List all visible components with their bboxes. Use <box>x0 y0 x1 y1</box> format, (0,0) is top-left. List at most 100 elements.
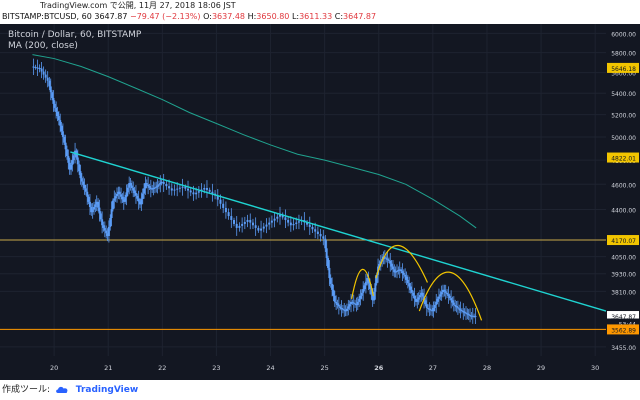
time-axis[interactable] <box>0 356 640 380</box>
candle-body <box>49 86 52 93</box>
resistance-tag-bg <box>607 235 639 246</box>
low-value: 3611.33 <box>299 12 333 21</box>
candle-body <box>141 193 144 200</box>
price-tag-bg <box>607 62 639 73</box>
candle-body <box>118 191 121 195</box>
candle-body <box>65 149 68 157</box>
candle-body <box>55 107 58 112</box>
price-tick-label: 5200.00 <box>611 113 636 120</box>
candle-body <box>370 289 373 295</box>
trend-line[interactable] <box>70 151 607 312</box>
candle-body <box>122 199 125 202</box>
candle-body <box>71 160 74 165</box>
candle-body <box>396 270 399 272</box>
candle-body <box>124 197 127 202</box>
candle-body <box>178 187 181 189</box>
candle-body <box>235 223 238 228</box>
candle-body <box>360 292 363 296</box>
candle-body <box>216 195 219 200</box>
candle-body <box>72 155 75 161</box>
tradingview-brand[interactable]: TradingView <box>75 385 139 395</box>
candle-body <box>147 184 150 187</box>
left-shoulder-curve <box>351 268 374 299</box>
candle-body <box>446 292 449 295</box>
candle-body <box>431 310 434 312</box>
price-chart[interactable]: 6000.00 5800.00 5600.00 5400.00 5200.00 5000.… <box>0 24 640 380</box>
candle-body <box>95 201 98 205</box>
candle-body <box>93 206 96 210</box>
candle-body <box>331 283 334 290</box>
candle-body <box>130 185 133 189</box>
candle-body <box>230 216 233 220</box>
candle-body <box>387 259 390 261</box>
candle-body <box>208 189 211 192</box>
candle-body <box>420 292 423 296</box>
candle-body <box>319 233 322 237</box>
candle-body <box>363 285 366 290</box>
candle-body <box>32 66 35 68</box>
candle-body <box>99 213 102 220</box>
candle-body <box>53 103 56 108</box>
candle-body <box>316 231 319 234</box>
candle-body <box>336 303 339 305</box>
price-tick-label: 3930.00 <box>611 272 636 279</box>
candle-body <box>42 71 45 75</box>
candle-body <box>409 286 412 290</box>
price-tick-label: 3455.00 <box>611 345 636 352</box>
candle-body <box>287 219 290 223</box>
candle-body <box>111 200 114 210</box>
price-tag-bg <box>607 318 639 329</box>
candle-body <box>110 209 113 219</box>
candle-body <box>374 283 377 292</box>
candle-body <box>332 289 335 296</box>
candle-body <box>437 296 440 299</box>
price-tick-label: 4050.00 <box>611 255 636 262</box>
candle-body <box>126 187 129 193</box>
price-axis[interactable] <box>606 24 640 356</box>
candle-body <box>447 294 450 296</box>
candle-body <box>314 229 317 232</box>
candle-body <box>241 223 244 226</box>
candle-body <box>64 142 67 150</box>
symbol-name[interactable]: BITSTAMP:BTCUSD, 60 <box>2 12 92 21</box>
candle-body <box>78 164 81 172</box>
price-candles <box>32 58 477 325</box>
candle-body <box>398 269 401 271</box>
chart-area[interactable]: 6000.00 5800.00 5600.00 5400.00 5200.00 5000.… <box>0 24 640 380</box>
candle-body <box>459 309 462 311</box>
candle-body <box>103 227 106 231</box>
time-tick-label: 20 <box>50 364 58 372</box>
candle-body <box>82 181 85 185</box>
candle-body <box>412 292 415 296</box>
price-tick-label: 5400.00 <box>611 91 636 98</box>
candle-body <box>149 187 152 190</box>
candle-body <box>134 193 137 196</box>
head-and-shoulders-pattern[interactable] <box>351 245 483 321</box>
candle-body <box>325 248 328 259</box>
candle-body <box>458 308 461 310</box>
candle-body <box>470 315 473 317</box>
price-tick-label: 5000.00 <box>611 135 636 142</box>
chart-title: Bitcoin / Dollar, 60, BITSTAMP <box>8 30 142 40</box>
candle-body <box>289 222 292 226</box>
candle-body <box>205 188 208 190</box>
candle-body <box>297 221 300 223</box>
candle-body <box>435 301 438 305</box>
candle-body <box>273 218 276 221</box>
candle-body <box>238 225 241 228</box>
candle-body <box>88 201 91 207</box>
time-tick-label: 25 <box>321 364 329 372</box>
candle-body <box>383 256 386 258</box>
candle-body <box>168 186 171 189</box>
candle-body <box>378 264 381 267</box>
candle-body <box>102 225 105 228</box>
candle-body <box>117 191 120 194</box>
plot-background <box>0 24 606 356</box>
candle-body <box>386 258 389 260</box>
candle-body <box>140 199 143 205</box>
price-tag-bg <box>607 311 639 322</box>
candle-body <box>375 274 378 284</box>
candle-body <box>432 307 435 312</box>
candle-body <box>94 204 97 207</box>
candle-body <box>364 281 367 286</box>
